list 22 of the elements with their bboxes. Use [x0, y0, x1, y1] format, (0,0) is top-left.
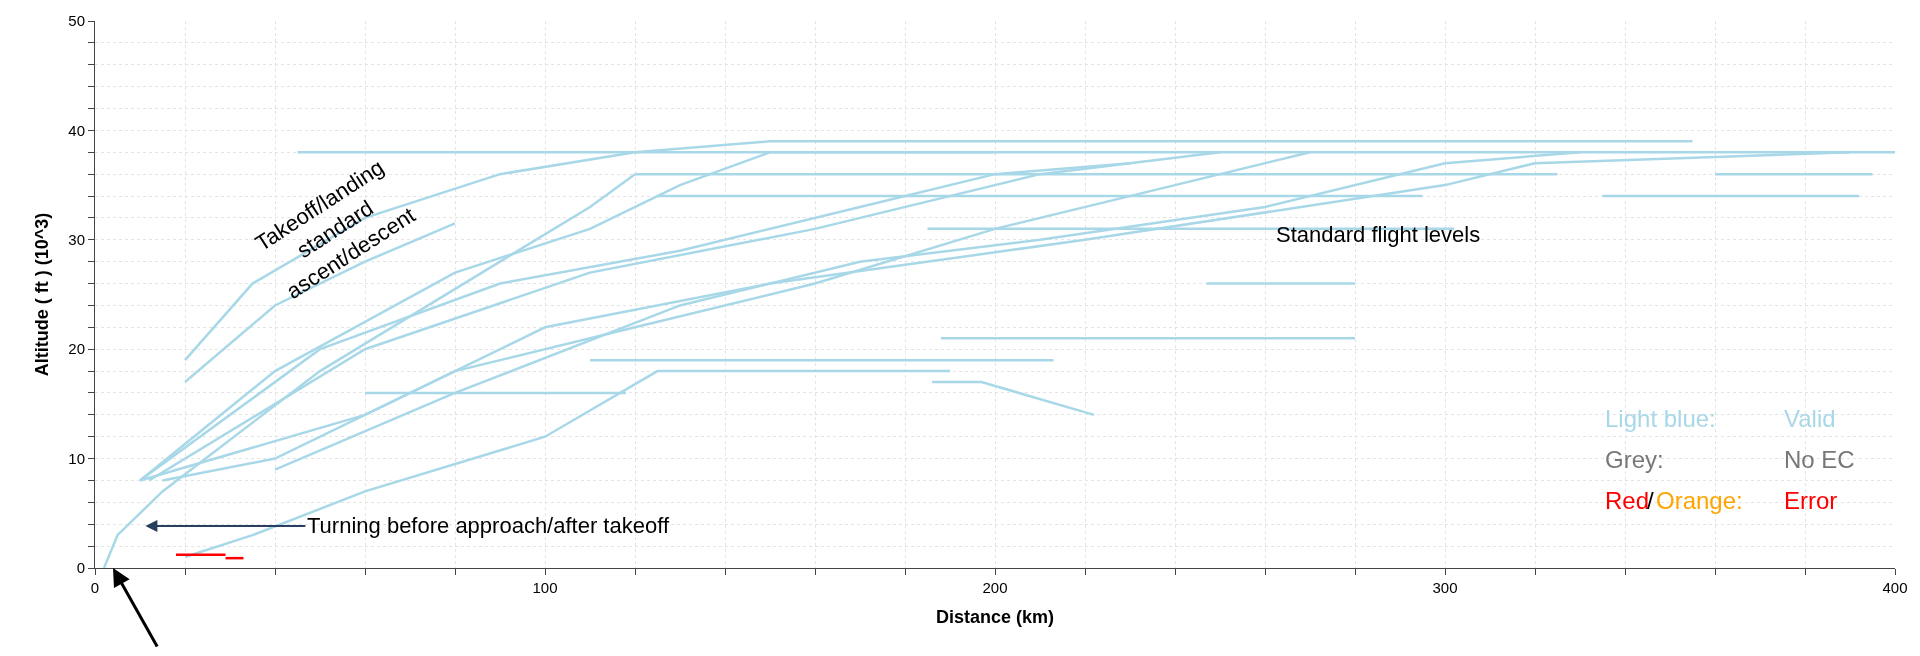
annotation: No EC — [1784, 446, 1855, 473]
y-tick-label: 10 — [68, 449, 85, 467]
x-axis-title: Distance (km) — [935, 607, 1055, 628]
y-tick-label: 40 — [68, 121, 85, 139]
y-axis-title: Altitude ( ft ) (10^3) — [31, 212, 52, 377]
x-tick-label: 200 — [982, 579, 1008, 596]
x-tick-label: 100 — [532, 579, 558, 596]
annotation: Standard flight levels — [1276, 222, 1481, 247]
x-tick-label: 0 — [90, 579, 100, 596]
annotation: / — [1647, 487, 1654, 514]
x-tick-label: 300 — [1432, 579, 1458, 596]
annotation: Light blue: — [1605, 405, 1716, 432]
annotation: Error — [1784, 487, 1838, 514]
y-tick-label: 20 — [68, 340, 85, 358]
y-tick-label: 0 — [76, 559, 85, 577]
y-tick-label: 30 — [68, 231, 85, 249]
annotation: Grey: — [1605, 446, 1664, 473]
annotation: Valid — [1784, 405, 1836, 432]
x-tick-label: 400 — [1882, 579, 1908, 596]
annotation: Turning before approach/after takeoff — [307, 513, 670, 538]
y-tick-label: 50 — [68, 12, 85, 30]
annotation: Orange: — [1656, 487, 1743, 514]
